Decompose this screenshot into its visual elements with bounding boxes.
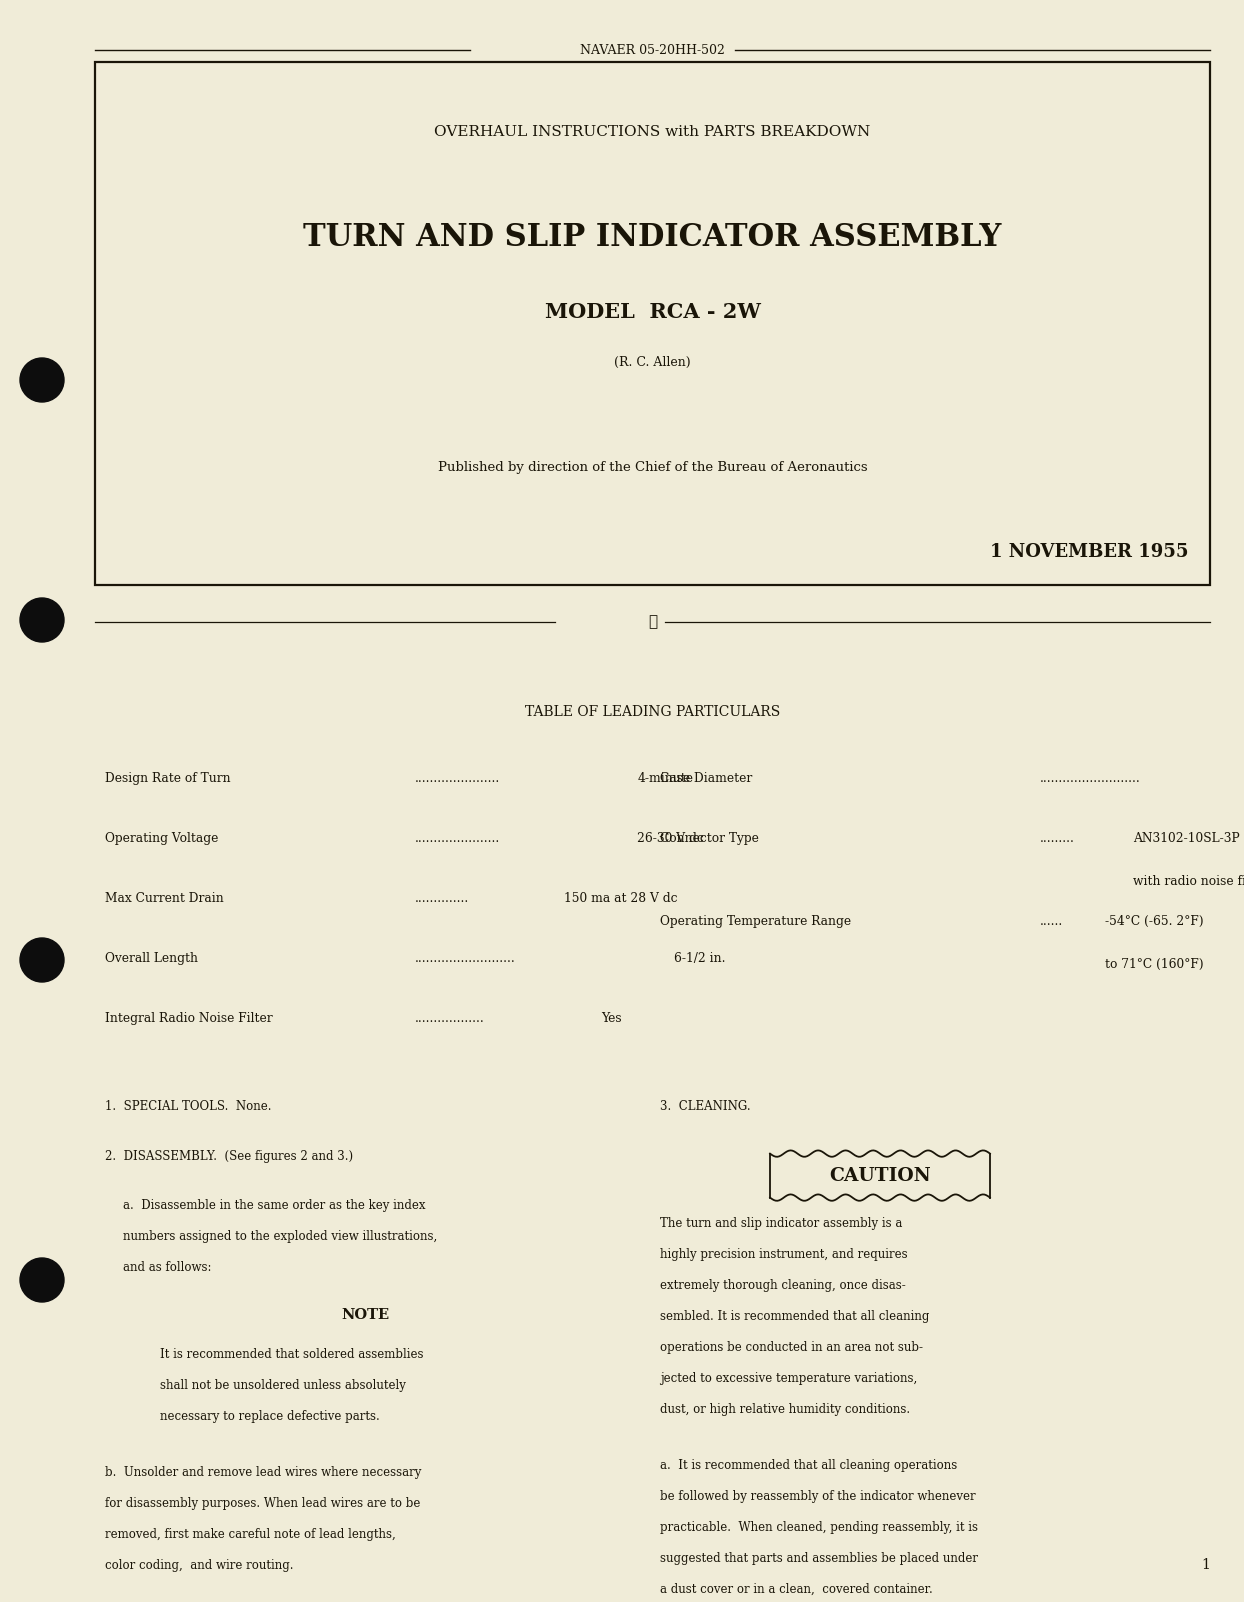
Text: TABLE OF LEADING PARTICULARS: TABLE OF LEADING PARTICULARS <box>525 705 780 719</box>
Text: Connector Type: Connector Type <box>661 831 759 844</box>
Text: Case Diameter: Case Diameter <box>661 772 753 785</box>
Text: TURN AND SLIP INDICATOR ASSEMBLY: TURN AND SLIP INDICATOR ASSEMBLY <box>304 223 1001 253</box>
Text: Integral Radio Noise Filter: Integral Radio Noise Filter <box>104 1012 272 1025</box>
Text: .........: ......... <box>1040 831 1075 844</box>
Text: CAUTION: CAUTION <box>829 1166 931 1184</box>
Circle shape <box>20 598 63 642</box>
Text: numbers assigned to the exploded view illustrations,: numbers assigned to the exploded view il… <box>123 1230 437 1243</box>
Text: NAVAER 05-20HH-502: NAVAER 05-20HH-502 <box>580 43 725 56</box>
Text: 1: 1 <box>1202 1559 1210 1572</box>
Circle shape <box>20 357 63 402</box>
Text: jected to excessive temperature variations,: jected to excessive temperature variatio… <box>661 1371 917 1386</box>
Text: removed, first make careful note of lead lengths,: removed, first make careful note of lead… <box>104 1528 396 1541</box>
Text: practicable.  When cleaned, pending reassembly, it is: practicable. When cleaned, pending reass… <box>661 1520 978 1533</box>
Text: Max Current Drain: Max Current Drain <box>104 892 224 905</box>
Text: OVERHAUL INSTRUCTIONS with PARTS BREAKDOWN: OVERHAUL INSTRUCTIONS with PARTS BREAKDO… <box>434 125 871 139</box>
Text: ..................: .................. <box>415 1012 485 1025</box>
Text: 3.  CLEANING.: 3. CLEANING. <box>661 1101 750 1113</box>
Text: 6-1/2 in.: 6-1/2 in. <box>674 952 725 964</box>
Text: suggested that parts and assemblies be placed under: suggested that parts and assemblies be p… <box>661 1552 978 1565</box>
Text: Operating Voltage: Operating Voltage <box>104 831 219 844</box>
Text: ......................: ...................... <box>415 772 500 785</box>
Text: be followed by reassembly of the indicator whenever: be followed by reassembly of the indicat… <box>661 1490 975 1503</box>
Text: shall not be unsoldered unless absolutely: shall not be unsoldered unless absolutel… <box>160 1379 406 1392</box>
Text: a dust cover or in a clean,  covered container.: a dust cover or in a clean, covered cont… <box>661 1583 933 1596</box>
Text: -54°C (-65. 2°F): -54°C (-65. 2°F) <box>1105 915 1204 928</box>
Text: ......: ...... <box>1040 915 1064 928</box>
Text: The turn and slip indicator assembly is a: The turn and slip indicator assembly is … <box>661 1218 902 1230</box>
Text: ..........................: .......................... <box>1040 772 1141 785</box>
Text: ......................: ...................... <box>415 831 500 844</box>
Text: Published by direction of the Chief of the Bureau of Aeronautics: Published by direction of the Chief of t… <box>438 461 867 474</box>
Text: 26-30 V dc: 26-30 V dc <box>637 831 704 844</box>
Text: for disassembly purposes. When lead wires are to be: for disassembly purposes. When lead wire… <box>104 1496 420 1509</box>
Text: ..............: .............. <box>415 892 469 905</box>
Text: It is recommended that soldered assemblies: It is recommended that soldered assembli… <box>160 1347 423 1362</box>
Text: 1.  SPECIAL TOOLS.  None.: 1. SPECIAL TOOLS. None. <box>104 1101 271 1113</box>
Text: ★: ★ <box>648 615 657 630</box>
Text: NOTE: NOTE <box>341 1307 389 1322</box>
Text: necessary to replace defective parts.: necessary to replace defective parts. <box>160 1410 379 1423</box>
Text: ..........................: .......................... <box>415 952 516 964</box>
Text: 4-minute: 4-minute <box>637 772 693 785</box>
Text: dust, or high relative humidity conditions.: dust, or high relative humidity conditio… <box>661 1403 911 1416</box>
Text: Overall Length: Overall Length <box>104 952 198 964</box>
Text: Design Rate of Turn: Design Rate of Turn <box>104 772 230 785</box>
Text: AN3102-10SL-3P (integral: AN3102-10SL-3P (integral <box>1133 831 1244 844</box>
Text: and as follows:: and as follows: <box>123 1261 211 1274</box>
Text: 150 ma at 28 V dc: 150 ma at 28 V dc <box>564 892 677 905</box>
Circle shape <box>20 939 63 982</box>
Text: color coding,  and wire routing.: color coding, and wire routing. <box>104 1559 294 1572</box>
Text: extremely thorough cleaning, once disas-: extremely thorough cleaning, once disas- <box>661 1278 906 1293</box>
Bar <box>95 62 1210 585</box>
Text: sembled. It is recommended that all cleaning: sembled. It is recommended that all clea… <box>661 1310 929 1323</box>
Text: with radio noise filter): with radio noise filter) <box>1133 875 1244 888</box>
Text: 2.  DISASSEMBLY.  (See figures 2 and 3.): 2. DISASSEMBLY. (See figures 2 and 3.) <box>104 1150 353 1163</box>
Text: a.  It is recommended that all cleaning operations: a. It is recommended that all cleaning o… <box>661 1459 957 1472</box>
Text: a.  Disassemble in the same order as the key index: a. Disassemble in the same order as the … <box>123 1200 425 1213</box>
Circle shape <box>20 1258 63 1302</box>
Text: b.  Unsolder and remove lead wires where necessary: b. Unsolder and remove lead wires where … <box>104 1466 422 1479</box>
Text: Yes: Yes <box>601 1012 621 1025</box>
Text: to 71°C (160°F): to 71°C (160°F) <box>1105 958 1204 971</box>
Text: MODEL  RCA - 2W: MODEL RCA - 2W <box>545 303 760 322</box>
Text: (R. C. Allen): (R. C. Allen) <box>615 356 690 368</box>
Text: Operating Temperature Range: Operating Temperature Range <box>661 915 851 928</box>
Text: operations be conducted in an area not sub-: operations be conducted in an area not s… <box>661 1341 923 1354</box>
Text: highly precision instrument, and requires: highly precision instrument, and require… <box>661 1248 908 1261</box>
Text: 1 NOVEMBER 1955: 1 NOVEMBER 1955 <box>989 543 1188 561</box>
